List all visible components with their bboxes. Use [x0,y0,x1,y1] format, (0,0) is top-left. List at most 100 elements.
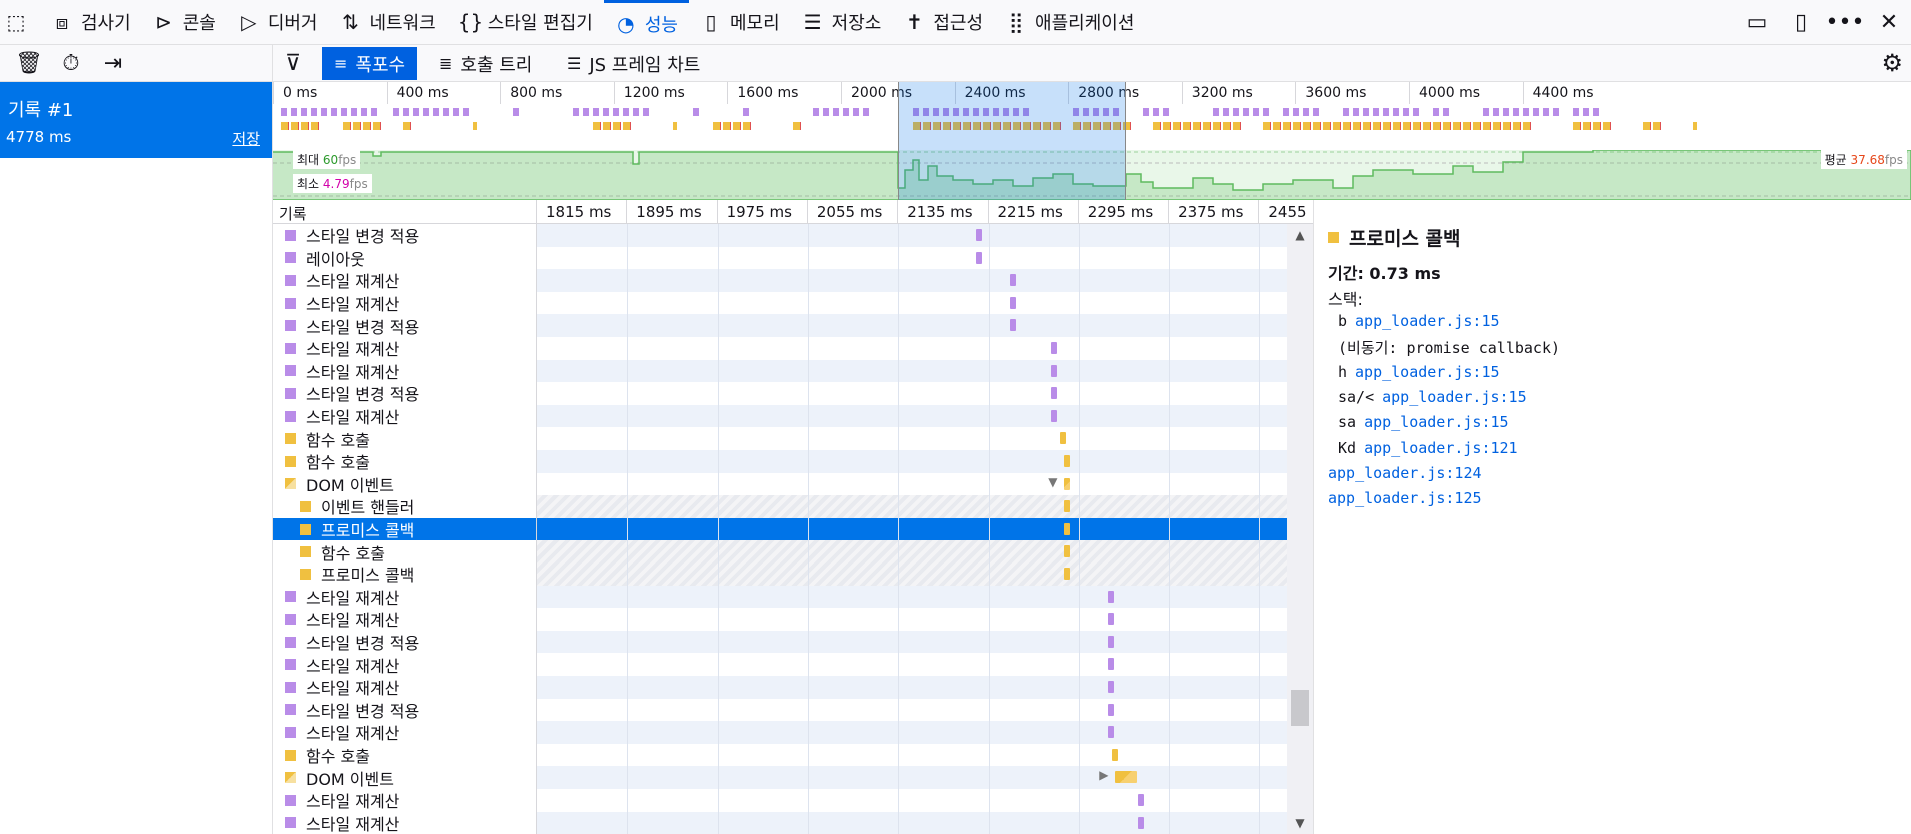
waterfall-row[interactable]: 스타일 변경 적용 [273,224,1287,247]
waterfall-bar[interactable] [1107,681,1114,693]
waterfall-bar[interactable] [1010,296,1017,309]
tab-accessibility[interactable]: ✝ 접근성 [892,0,994,45]
selection-range[interactable] [898,82,1126,200]
waterfall-bar[interactable] [1064,455,1071,467]
frame-source-link[interactable]: app_loader.js:15 [1355,312,1500,330]
recording-item[interactable]: 기록 #1 4778 ms 저장 [0,82,272,158]
waterfall-row[interactable]: DOM 이벤트 ▼ [273,472,1287,496]
waterfall-bar[interactable] [1010,319,1017,332]
waterfall-bar[interactable] [1107,658,1114,671]
frame-source-link[interactable]: app_loader.js:15 [1382,387,1527,406]
view-waterfall-button[interactable]: ≡ 폭포수 [322,47,418,80]
frame-source-link[interactable]: app_loader.js:121 [1364,438,1518,457]
waterfall-row[interactable]: 스타일 재계산 [273,676,1287,699]
waterfall-bar[interactable] [1107,726,1114,739]
tab-style-editor[interactable]: {} 스타일 편집기 [447,0,604,45]
waterfall-row[interactable]: 스타일 재계산 [273,811,1287,834]
close-icon[interactable]: ✕ [1879,10,1899,35]
waterfall-bar[interactable] [1064,545,1071,558]
waterfall-row[interactable]: 스타일 재계산 [273,653,1287,676]
frame-source-link[interactable]: app_loader.js:15 [1364,413,1509,432]
frame-source-link[interactable]: app_loader.js:15 [1355,362,1500,381]
waterfall-row[interactable]: 스타일 재계산 [273,291,1287,315]
waterfall-bar[interactable] [976,229,983,241]
waterfall-bar[interactable] [1051,409,1058,422]
waterfall-bar[interactable] [1137,816,1144,829]
waterfall-bar[interactable] [1064,522,1071,535]
waterfall-row[interactable]: 스타일 재계산 [273,404,1287,428]
waterfall-row[interactable]: 스타일 재계산 [273,269,1287,292]
waterfall-bar[interactable] [1051,364,1058,377]
view-js-flame-chart-button[interactable]: ☰ JS 프레임 차트 [555,47,712,80]
waterfall-row[interactable]: 스타일 재계산 [273,608,1287,631]
waterfall-row[interactable]: DOM 이벤트 ▶ [273,766,1287,789]
waterfall-row[interactable]: 프로미스 콜백 [273,517,1287,541]
stopwatch-icon[interactable]: ⏱ [62,51,80,76]
waterfall-bar[interactable] [1137,794,1144,806]
tab-memory[interactable]: ▯ 메모리 [689,0,791,45]
waterfall-bar[interactable] [976,251,983,264]
waterfall-bar[interactable] [1051,342,1058,354]
waterfall-row[interactable]: 스타일 재계산 [273,337,1287,360]
waterfall-bar[interactable] [1107,703,1114,716]
tab-debugger[interactable]: ▷ 디버거 [227,0,329,45]
waterfall-row[interactable]: 레이아웃 [273,246,1287,270]
tab-network[interactable]: ⇅ 네트워크 [329,0,447,45]
waterfall-bar[interactable] [1107,635,1114,648]
waterfall-row[interactable]: 이벤트 핸들러 [273,495,1287,518]
waterfall-bar[interactable] [1107,590,1114,603]
waterfall-row[interactable]: 스타일 재계산 [273,789,1287,812]
recording-tools: 🗑 ⏱ ⇥ [0,45,273,82]
waterfall-row[interactable]: 스타일 재계산 [273,359,1287,383]
gear-icon[interactable]: ⚙ [1881,49,1903,77]
filter-icon[interactable]: ⊽ [285,51,302,76]
trash-icon[interactable]: 🗑 [15,51,43,76]
collapse-arrow-icon[interactable]: ▼ [1048,474,1058,489]
waterfall-bar[interactable] [1051,387,1058,400]
overview-tick-label: 2400 ms [954,82,1026,104]
dock-side-icon[interactable]: ▭ [1746,10,1768,35]
tab-application[interactable]: ⣿ 애플리케이션 [994,0,1145,45]
waterfall-row[interactable]: 스타일 변경 적용 [273,382,1287,405]
waterfall-bar[interactable] [1060,432,1067,445]
import-icon[interactable]: ⇥ [103,51,123,76]
waterfall-bar[interactable] [1115,771,1138,784]
tab-performance[interactable]: ◔ 성능 [603,0,689,45]
scroll-down-icon[interactable]: ▼ [1295,816,1305,830]
grid-line [1259,359,1261,383]
waterfall-row-label: 스타일 변경 적용 [273,224,536,247]
waterfall-bar[interactable] [1064,568,1071,580]
scroll-up-icon[interactable]: ▲ [1295,228,1305,242]
waterfall-bar[interactable] [1107,613,1114,626]
tab-label: 검사기 [81,13,131,34]
waterfall-row[interactable]: 스타일 변경 적용 [273,314,1287,337]
waterfall-row[interactable]: 스타일 변경 적용 [273,630,1287,654]
frame-source-link[interactable]: app_loader.js:125 [1328,489,1482,508]
waterfall-bar[interactable] [1064,500,1071,513]
grid-line [717,653,719,676]
waterfall-row[interactable]: 프로미스 콜백 [273,563,1287,586]
waterfall-row[interactable]: 함수 호출 [273,743,1287,767]
tab-storage[interactable]: ☰ 저장소 [791,0,893,45]
expand-arrow-icon[interactable]: ▶ [1099,768,1109,783]
save-link[interactable]: 저장 [232,130,260,148]
view-call-tree-button[interactable]: ≣ 호출 트리 [427,47,544,80]
timeline-overview[interactable]: 0 ms 400 ms 800 ms 1200 ms 1600 ms 2000 ms 240… [273,82,1911,200]
more-options-icon[interactable]: ••• [1825,10,1865,35]
element-picker-icon[interactable]: ⬚ [6,10,26,34]
waterfall-row[interactable]: 함수 호출 [273,427,1287,450]
frame-source-link[interactable]: app_loader.js:124 [1328,463,1482,482]
waterfall-bar[interactable] [1111,748,1118,761]
waterfall-row[interactable]: 함수 호출 [273,450,1287,473]
waterfall-row[interactable]: 스타일 재계산 [273,721,1287,744]
tab-console[interactable]: ⊳ 콘솔 [142,0,227,45]
responsive-mode-icon[interactable]: ▯ [1794,10,1808,35]
waterfall-row[interactable]: 스타일 변경 적용 [273,698,1287,722]
waterfall-row[interactable]: 함수 호출 [273,540,1287,563]
waterfall-bar[interactable] [1064,477,1071,490]
waterfall-bar[interactable] [1010,274,1017,287]
waterfall-row[interactable]: 스타일 재계산 [273,585,1287,609]
scroll-thumb[interactable] [1291,690,1309,726]
waterfall-scrollbar[interactable]: ▲ ▼ [1287,224,1313,834]
tab-inspector[interactable]: ⧈ 검사기 [40,0,142,45]
